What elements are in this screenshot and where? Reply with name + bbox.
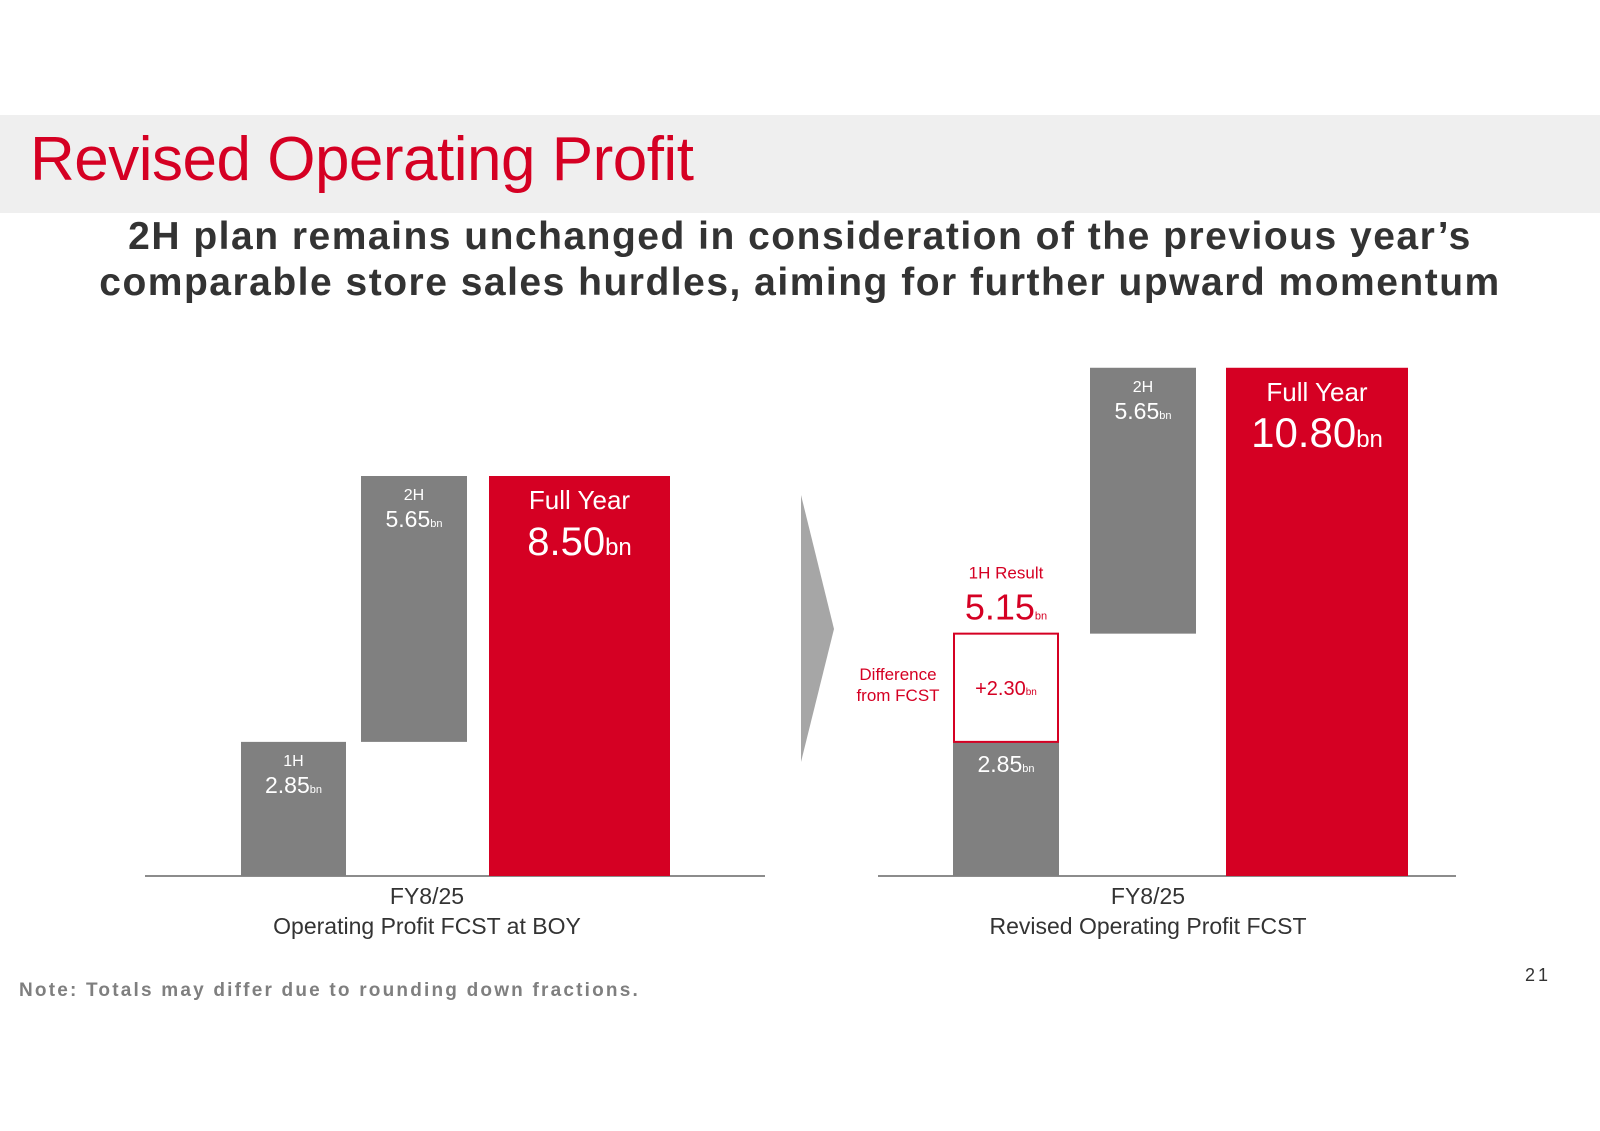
bar-1h [241,741,346,876]
difference-box [953,632,1059,743]
bar-full-year [489,476,670,876]
title-band [0,115,1600,213]
x-axis-label: FY8/25 [1111,883,1185,909]
bar-category-label: 2H [1133,379,1153,396]
page-number: 21 [1525,965,1552,985]
bar-category-label: 1H [283,753,303,770]
bar-category-label: Full Year [529,485,631,515]
bar-value-label: 5.65bn [385,506,442,532]
bar-category-label: 2H [404,487,424,504]
bar-2h [1090,367,1196,634]
subtitle-line: 2H plan remains unchanged in considerati… [128,215,1472,258]
result-value: 5.15bn [965,587,1047,628]
x-axis-label: Operating Profit FCST at BOY [273,913,581,939]
page-title: Revised Operating Profit [30,125,694,194]
bar-value-label: 8.50bn [527,520,632,564]
subtitle: 2H plan remains unchanged in considerati… [0,214,1600,306]
bar-value-label: 2.85bn [977,751,1034,777]
bar-value-label: 5.65bn [1114,398,1171,424]
footnote: Note: Totals may differ due to rounding … [19,980,640,1001]
difference-value-label: +2.30bn [975,678,1037,700]
subtitle-line: comparable store sales hurdles, aiming f… [99,261,1501,304]
bar-full-year [1226,367,1408,876]
bar-category-label: Full Year [1266,377,1368,407]
bar-value-label: 10.80bn [1251,409,1383,456]
chevron-right-icon [801,495,834,762]
result-label: 1H Result [969,564,1044,583]
difference-caption: from FCST [856,686,939,705]
bar-2h [361,476,467,742]
bar-value-label: 2.85bn [265,772,322,798]
x-axis-label: FY8/25 [390,883,464,909]
difference-caption: Difference [859,665,936,684]
bar-base [953,741,1059,876]
x-axis-label: Revised Operating Profit FCST [989,913,1306,939]
